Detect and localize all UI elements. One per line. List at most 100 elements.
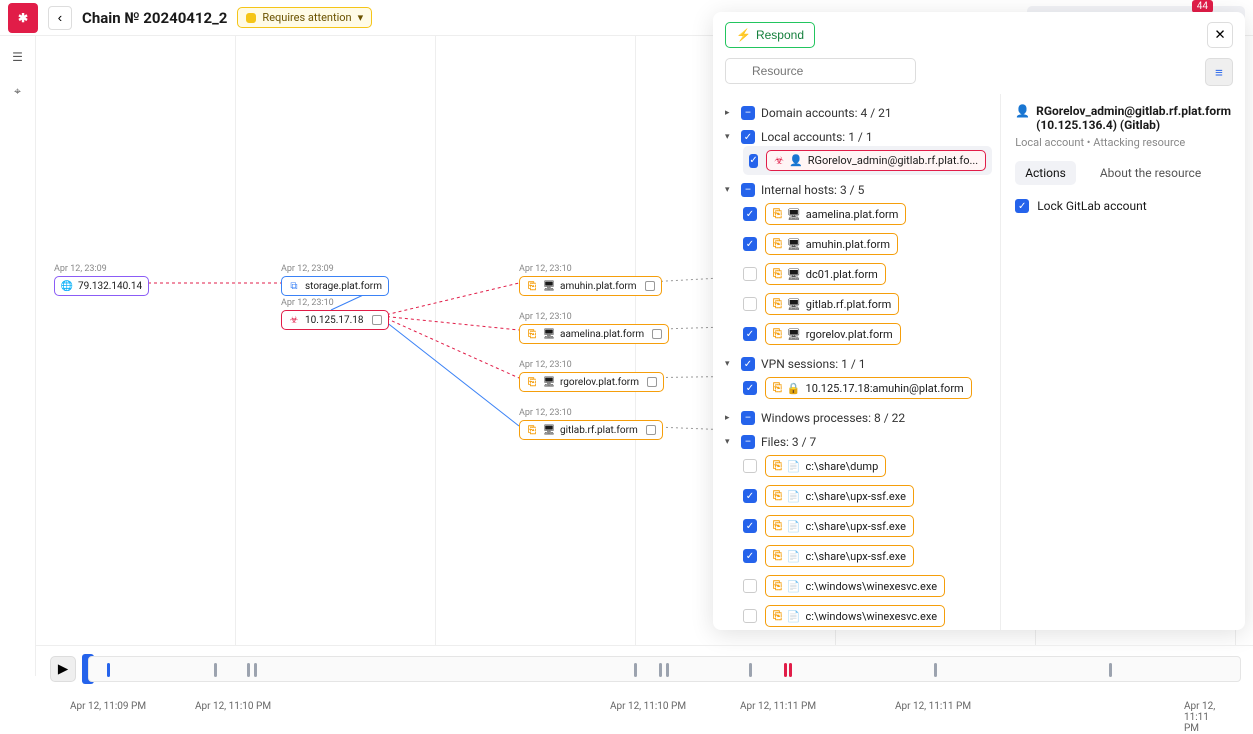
- resource-item[interactable]: ✓ ⎘ 🖥 rgorelov.plat.form: [743, 319, 992, 349]
- resource-chip[interactable]: ⎘ 🖥 gitlab.rf.plat.form: [765, 293, 899, 315]
- timeline-mark[interactable]: [784, 663, 787, 677]
- timeline-mark[interactable]: [789, 663, 792, 677]
- resource-item[interactable]: ✓ ⎘ 🖥 amuhin.plat.form: [743, 229, 992, 259]
- resource-chip[interactable]: ⎘ 🖥 aamelina.plat.form: [765, 203, 906, 225]
- timeline-mark[interactable]: [749, 663, 752, 677]
- checkbox[interactable]: ✓: [743, 327, 757, 341]
- checkbox[interactable]: [743, 267, 757, 281]
- resource-item[interactable]: ⎘ 📄 c:\windows\winexesvc.exe: [743, 571, 992, 601]
- resource-item[interactable]: ✓ ⎘ 📄 c:\share\upx-ssf.exe: [743, 511, 992, 541]
- resource-item[interactable]: ✓ ⎘ 🔒 10.125.17.18:amuhin@plat.form: [743, 373, 992, 403]
- status-pill[interactable]: Requires attention ▾: [237, 7, 372, 28]
- resource-chip[interactable]: ⎘ 🖥 amuhin.plat.form: [765, 233, 898, 255]
- checkbox[interactable]: [743, 297, 757, 311]
- checkbox[interactable]: [743, 459, 757, 473]
- resource-chip[interactable]: ⎘ 🔒 10.125.17.18:amuhin@plat.form: [765, 377, 972, 399]
- resource-chip[interactable]: ⎘ 📄 c:\share\upx-ssf.exe: [765, 485, 914, 507]
- node-storage[interactable]: ⧉ storage.plat.form: [281, 276, 389, 296]
- checkbox[interactable]: ✓: [743, 549, 757, 563]
- expand-icon[interactable]: [646, 425, 656, 435]
- node-host[interactable]: ⎘ 🖥 aamelina.plat.form: [519, 324, 669, 344]
- timeline-mark[interactable]: [254, 663, 257, 677]
- resource-chip[interactable]: ☣ 👤 RGorelov_admin@gitlab.rf.plat.fo...: [766, 150, 986, 171]
- checkbox[interactable]: [743, 609, 757, 623]
- expand-icon[interactable]: [372, 315, 382, 325]
- timeline-track[interactable]: [88, 656, 1241, 682]
- group-header[interactable]: ▾ ✓ Local accounts: 1 / 1: [725, 128, 992, 146]
- node-host[interactable]: ⎘ 🖥 rgorelov.plat.form: [519, 372, 664, 392]
- node-timestamp: Apr 12, 23:09: [281, 264, 334, 274]
- group-header[interactable]: ▸ – Domain accounts: 4 / 21: [725, 104, 992, 122]
- action-item[interactable]: ✓ Lock GitLab account: [1015, 199, 1231, 213]
- checkbox[interactable]: ✓: [743, 237, 757, 251]
- checkbox[interactable]: ✓: [743, 207, 757, 221]
- checkbox-indeterminate[interactable]: –: [741, 106, 755, 120]
- timeline-mark[interactable]: [659, 663, 662, 677]
- file-icon: 📄: [787, 520, 801, 533]
- timeline-mark[interactable]: [634, 663, 637, 677]
- target-icon[interactable]: ⌖: [7, 80, 29, 102]
- checkbox[interactable]: ✓: [749, 154, 758, 168]
- link-icon: ⎘: [526, 424, 538, 436]
- resource-chip[interactable]: ⎘ 📄 c:\share\dump: [765, 455, 886, 477]
- resource-item[interactable]: ✓ ⎘ 📄 c:\share\upx-ssf.exe: [743, 541, 992, 571]
- tab-about[interactable]: About the resource: [1090, 161, 1211, 185]
- respond-button[interactable]: ⚡ Respond: [725, 22, 815, 48]
- expand-icon[interactable]: [645, 281, 655, 291]
- link-icon: ⎘: [526, 328, 538, 340]
- checkbox[interactable]: ✓: [741, 130, 755, 144]
- app-logo[interactable]: ✱: [8, 3, 38, 33]
- timeline-mark[interactable]: [214, 663, 217, 677]
- group-header[interactable]: ▾ – Internal hosts: 3 / 5: [725, 181, 992, 199]
- resource-item[interactable]: ✓ ⎘ 📄 c:\share\upx-ssf.exe: [743, 481, 992, 511]
- expand-icon[interactable]: [647, 377, 657, 387]
- tab-actions[interactable]: Actions: [1015, 161, 1076, 185]
- filter-button[interactable]: ≡: [1205, 58, 1233, 86]
- resource-chip[interactable]: ⎘ 🖥 rgorelov.plat.form: [765, 323, 901, 345]
- resource-chip[interactable]: ⎘ 📄 c:\share\upx-ssf.exe: [765, 545, 914, 567]
- resource-item[interactable]: ✓ ⎘ 🖥 aamelina.plat.form: [743, 199, 992, 229]
- node-internal-ip[interactable]: ☣ 10.125.17.18: [281, 310, 389, 330]
- checkbox[interactable]: ✓: [741, 357, 755, 371]
- timeline-label: Apr 12, 11:11 PM: [1184, 701, 1222, 734]
- checkbox[interactable]: ✓: [743, 381, 757, 395]
- checkbox-indeterminate[interactable]: –: [741, 183, 755, 197]
- timeline-label: Apr 12, 11:10 PM: [610, 701, 686, 712]
- timeline-mark[interactable]: [934, 663, 937, 677]
- resource-chip[interactable]: ⎘ 📄 c:\windows\winexesvc.exe: [765, 605, 945, 627]
- checkbox[interactable]: ✓: [1015, 199, 1029, 213]
- resource-item[interactable]: ⎘ 📄 c:\share\dump: [743, 451, 992, 481]
- back-button[interactable]: ‹: [48, 6, 72, 30]
- node-external-ip[interactable]: 🌐 79.132.140.14: [54, 276, 149, 296]
- group-header[interactable]: ▾ ✓ VPN sessions: 1 / 1: [725, 355, 992, 373]
- checkbox[interactable]: [743, 579, 757, 593]
- group-header[interactable]: ▸ – Windows processes: 8 / 22: [725, 409, 992, 427]
- resource-chip[interactable]: ⎘ 📄 c:\windows\winexesvc.exe: [765, 575, 945, 597]
- resource-item[interactable]: ⎘ 🖥 gitlab.rf.plat.form: [743, 289, 992, 319]
- timeline-mark[interactable]: [247, 663, 250, 677]
- resource-chip[interactable]: ⎘ 🖥 dc01.plat.form: [765, 263, 886, 285]
- play-button[interactable]: ▶: [50, 656, 76, 682]
- resource-search-input[interactable]: [725, 58, 916, 84]
- detail-role: Attacking resource: [1093, 136, 1185, 149]
- timeline-mark[interactable]: [107, 663, 110, 677]
- checkbox-indeterminate[interactable]: –: [741, 435, 755, 449]
- checkbox[interactable]: ✓: [743, 519, 757, 533]
- layout-icon[interactable]: ☰: [7, 46, 29, 68]
- node-host[interactable]: ⎘ 🖥 amuhin.plat.form: [519, 276, 662, 296]
- timeline-mark[interactable]: [666, 663, 669, 677]
- resource-item[interactable]: ✓ ☣ 👤 RGorelov_admin@gitlab.rf.plat.fo..…: [743, 146, 992, 175]
- resource-item[interactable]: ⎘ 📄 c:\windows\winexesvc.exe: [743, 601, 992, 630]
- expand-icon[interactable]: [652, 329, 662, 339]
- checkbox-indeterminate[interactable]: –: [741, 411, 755, 425]
- resource-item[interactable]: ⎘ 🖥 dc01.plat.form: [743, 259, 992, 289]
- resource-chip[interactable]: ⎘ 📄 c:\share\upx-ssf.exe: [765, 515, 914, 537]
- close-button[interactable]: ✕: [1207, 22, 1233, 48]
- group-local-accounts: ▾ ✓ Local accounts: 1 / 1 ✓ ☣ 👤 RGorelov…: [725, 128, 992, 175]
- group-header[interactable]: ▾ – Files: 3 / 7: [725, 433, 992, 451]
- checkbox[interactable]: ✓: [743, 489, 757, 503]
- timeline-label: Apr 12, 11:10 PM: [195, 701, 271, 712]
- node-host[interactable]: ⎘ 🖥 gitlab.rf.plat.form: [519, 420, 663, 440]
- resource-label: c:\windows\winexesvc.exe: [806, 610, 938, 623]
- timeline-mark[interactable]: [1109, 663, 1112, 677]
